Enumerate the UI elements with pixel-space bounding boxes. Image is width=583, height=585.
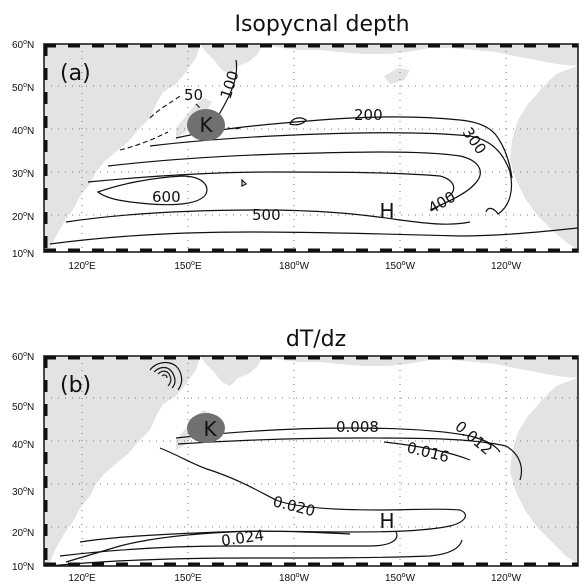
marker-h-label: H bbox=[379, 509, 394, 533]
x-tick-label: 150oW bbox=[385, 572, 416, 584]
kamchatka-land bbox=[200, 356, 262, 386]
panel-a-label: (a) bbox=[60, 61, 91, 86]
border-ticks-b bbox=[43, 355, 578, 567]
north-america-land bbox=[510, 378, 578, 564]
y-tick-label: 50oN bbox=[12, 82, 34, 94]
alaska-land bbox=[262, 356, 578, 378]
kuroshio-marker bbox=[187, 413, 225, 443]
island-land bbox=[384, 68, 410, 84]
asia-land bbox=[44, 44, 200, 252]
x-tick-label: 120oW bbox=[491, 260, 522, 272]
marker-k-label: K bbox=[203, 417, 217, 441]
y-tick-label: 50oN bbox=[12, 401, 34, 413]
border-ticks-a bbox=[43, 43, 578, 253]
x-tick-label: 150oE bbox=[174, 572, 202, 584]
x-tick-label: 150oE bbox=[174, 260, 202, 272]
contour-label: 200 bbox=[354, 106, 383, 124]
panel-a: Isopycnal depth bbox=[12, 12, 579, 272]
contour-label: 0.012 bbox=[451, 417, 495, 458]
alaska-land bbox=[262, 44, 578, 66]
x-tick-label: 120oE bbox=[68, 260, 96, 272]
panel-b: dT/dz bbox=[12, 327, 579, 584]
contour-label: 500 bbox=[252, 206, 281, 224]
y-axis-a: 60oN 50oN 40oN 30oN 20oN 10oN bbox=[12, 39, 34, 260]
contour-label: 0.008 bbox=[336, 418, 379, 436]
contour-label: 600 bbox=[152, 188, 181, 206]
panel-a-title: Isopycnal depth bbox=[234, 12, 409, 37]
y-tick-label: 30oN bbox=[12, 486, 34, 498]
y-tick-label: 40oN bbox=[12, 125, 34, 137]
contour-label: 0.020 bbox=[271, 492, 317, 520]
contours-a bbox=[49, 59, 579, 245]
y-tick-label: 60oN bbox=[12, 351, 34, 363]
contour-label: 50 bbox=[184, 86, 203, 104]
marker-h-label: H bbox=[379, 199, 394, 223]
kuroshio-marker bbox=[187, 109, 225, 141]
kamchatka-land bbox=[200, 44, 262, 74]
contour-labels-a: 50 100 200 300 400 500 600 bbox=[152, 68, 490, 224]
x-tick-label: 180oW bbox=[279, 260, 310, 272]
panel-b-title: dT/dz bbox=[286, 327, 346, 352]
x-axis-a: 120oE 150oE 180oW 150oW 120oW bbox=[68, 260, 521, 272]
y-tick-label: 10oN bbox=[12, 561, 34, 573]
y-tick-label: 60oN bbox=[12, 39, 34, 51]
contour-label: 100 bbox=[217, 68, 243, 101]
y-axis-b: 60oN 50oN 40oN 30oN 20oN 10oN bbox=[12, 351, 34, 573]
x-tick-label: 120oW bbox=[491, 572, 522, 584]
marker-k-label: K bbox=[199, 113, 213, 137]
y-tick-label: 10oN bbox=[12, 248, 34, 260]
contour-label: 400 bbox=[425, 188, 459, 218]
contour-label: 0.016 bbox=[405, 438, 451, 466]
y-tick-label: 40oN bbox=[12, 439, 34, 451]
panel-b-label: (b) bbox=[60, 373, 91, 398]
y-tick-label: 20oN bbox=[12, 527, 34, 539]
x-tick-label: 180oW bbox=[279, 572, 310, 584]
contour-label: 0.024 bbox=[220, 526, 265, 550]
x-axis-b: 120oE 150oE 180oW 150oW 120oW bbox=[68, 572, 521, 584]
contours-b bbox=[49, 361, 523, 567]
asia-land bbox=[44, 356, 200, 566]
x-tick-label: 150oW bbox=[385, 260, 416, 272]
x-tick-label: 120oE bbox=[68, 572, 96, 584]
y-tick-label: 20oN bbox=[12, 211, 34, 223]
north-america-land bbox=[510, 66, 578, 250]
y-tick-label: 30oN bbox=[12, 168, 34, 180]
